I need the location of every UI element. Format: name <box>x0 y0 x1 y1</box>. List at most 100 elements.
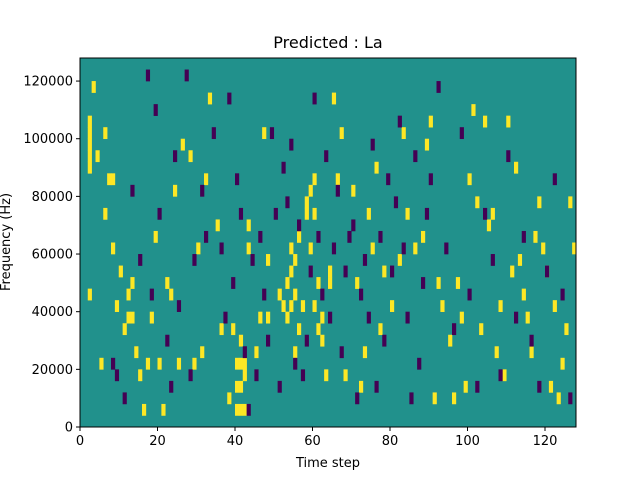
heatmap-cell-low <box>176 300 182 312</box>
heatmap-cell-high <box>130 277 135 289</box>
y-tick-label: 60000 <box>32 248 73 263</box>
y-tick-label: 80000 <box>32 190 73 205</box>
heatmap-cell-high <box>285 277 290 289</box>
heatmap-cell-high <box>312 207 317 220</box>
heatmap-cell-high <box>494 346 499 359</box>
heatmap-cell-high <box>401 127 406 140</box>
heatmap-cell-high <box>448 334 453 347</box>
heatmap-cell-high <box>514 161 519 174</box>
heatmap-cell-high <box>320 334 325 347</box>
heatmap-cell-high <box>335 173 340 186</box>
heatmap-cell-high <box>277 288 282 301</box>
heatmap-cell-high <box>560 357 565 370</box>
heatmap-cell-high <box>525 311 530 324</box>
heatmap-cell-low <box>231 277 236 289</box>
heatmap-cell-low <box>235 173 240 186</box>
heatmap-cell-high <box>161 403 166 416</box>
heatmap-cell-low <box>514 311 519 324</box>
y-tick-label: 100000 <box>23 132 73 147</box>
heatmap-cell-low <box>355 392 360 405</box>
heatmap-cell-low <box>200 184 205 197</box>
heatmap-cell-low <box>153 104 158 116</box>
heatmap-cell-high <box>235 380 240 393</box>
heatmap-cell-low <box>331 242 337 255</box>
heatmap-cell-low <box>459 127 464 140</box>
heatmap-cell-low <box>227 92 232 105</box>
heatmap-cell-low <box>157 207 162 220</box>
heatmap-cell-low <box>285 196 290 209</box>
heatmap-cell-high <box>281 300 286 312</box>
heatmap-cell-high <box>130 311 135 324</box>
heatmap-cell-low <box>498 369 503 382</box>
heatmap-cell-low <box>552 173 557 186</box>
heatmap-cell-high <box>428 115 433 128</box>
heatmap-cell-high <box>436 277 441 289</box>
heatmap-cell-low <box>401 242 406 255</box>
heatmap-cell-high <box>331 92 337 105</box>
heatmap-cell-high <box>572 242 577 255</box>
x-tick-label: 20 <box>149 434 166 449</box>
heatmap-cell-low <box>312 92 317 105</box>
heatmap-cell-high <box>293 254 298 266</box>
heatmap-cell-high <box>215 219 220 232</box>
heatmap-cell-low <box>250 254 255 266</box>
heatmap-cell-high <box>204 173 209 186</box>
heatmap-cell-high <box>134 346 139 359</box>
heatmap-cell-low <box>506 150 511 163</box>
heatmap-cell-high <box>421 230 426 243</box>
heatmap-cell-high <box>200 346 205 359</box>
heatmap-cell-low <box>277 380 282 393</box>
heatmap-cell-low <box>339 346 344 359</box>
heatmap-cell-high <box>529 346 534 359</box>
heatmap-cell-low <box>351 219 356 232</box>
heatmap-cell-low <box>192 254 197 266</box>
heatmap-cell-high <box>246 219 251 232</box>
heatmap-cell-low <box>424 207 430 220</box>
heatmap-cell-high <box>362 346 368 359</box>
heatmap-cell-high <box>297 323 302 336</box>
heatmap-cell-low <box>359 288 364 301</box>
heatmap-cell-high <box>111 242 116 255</box>
heatmap-cell-high <box>533 230 538 243</box>
heatmap-cell-low <box>184 69 189 82</box>
heatmap-cell-low <box>328 311 333 324</box>
heatmap-cell-low <box>428 173 433 186</box>
heatmap-cell-low <box>266 334 271 347</box>
heatmap-cell-low <box>169 380 174 393</box>
heatmap-cell-high <box>521 288 526 301</box>
heatmap-cell-high <box>153 230 158 243</box>
heatmap-cell-low <box>545 265 550 278</box>
heatmap-cell-high <box>370 242 375 255</box>
heatmap-cell-high <box>242 357 247 370</box>
heatmap-cell-low <box>308 265 313 278</box>
heatmap-cell-low <box>269 127 275 140</box>
heatmap-cell-low <box>300 369 306 382</box>
heatmap-cell-high <box>343 369 348 382</box>
heatmap-cell-high <box>126 288 131 301</box>
heatmap-cell-high <box>475 196 480 209</box>
heatmap-cell-high <box>266 311 271 324</box>
heatmap-cell-low <box>145 69 151 82</box>
heatmap-cell-high <box>165 277 170 289</box>
heatmap-cell-low <box>347 230 352 243</box>
heatmap-cell-high <box>219 323 224 336</box>
heatmap-background <box>80 58 576 427</box>
x-tick-label: 40 <box>227 434 244 449</box>
heatmap-cell-low <box>568 392 573 405</box>
heatmap-cell-high <box>502 369 507 382</box>
heatmap-cell-low <box>386 173 391 186</box>
heatmap-cell-high <box>289 300 294 312</box>
heatmap-cell-high <box>316 323 321 336</box>
x-axis-label: Time step <box>295 456 360 471</box>
heatmap-cell-high <box>312 300 317 312</box>
heatmap-cell-low <box>413 150 418 163</box>
x-tick-label: 60 <box>304 434 321 449</box>
heatmap-cell-high <box>510 265 515 278</box>
heatmap-cell-high <box>87 138 92 151</box>
heatmap-cell-high <box>548 380 554 393</box>
heatmap-cell-high <box>452 392 457 405</box>
heatmap-cell-high <box>537 196 542 209</box>
heatmap-cell-low <box>149 288 154 301</box>
heatmap-cell-low <box>475 380 480 393</box>
heatmap-cell-high <box>103 207 108 220</box>
